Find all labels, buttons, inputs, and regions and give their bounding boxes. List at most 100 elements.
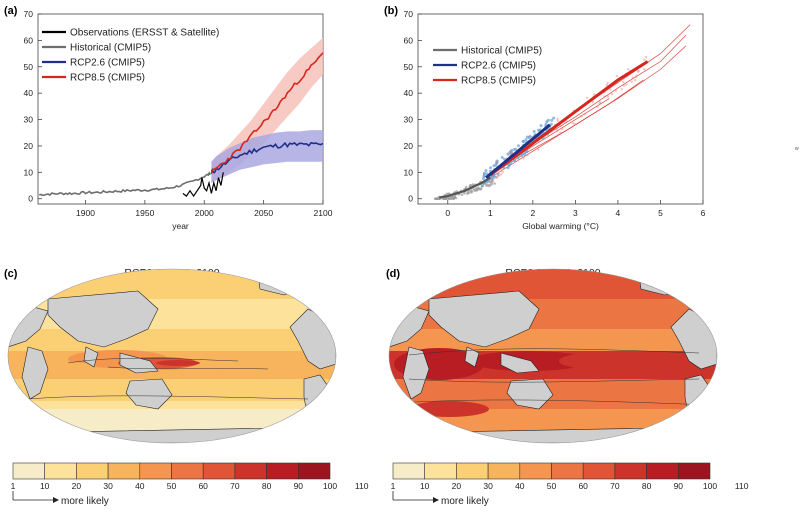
mean-historical <box>439 176 491 199</box>
colorbar-d-arrow-head <box>433 497 439 503</box>
scatter-point-rcp26 <box>523 152 527 156</box>
scatter-point-rcp26 <box>512 159 516 163</box>
panel-label-c: (c) <box>4 268 18 280</box>
panel-label-d: (d) <box>386 268 400 280</box>
chart-a-ytick-label: 60 <box>24 35 34 45</box>
colorbar-c-tick-label: 10 <box>40 481 50 491</box>
colorbar-d-tick-label: 80 <box>642 481 652 491</box>
scatter-point-rcp85 <box>507 151 511 154</box>
chart-a-axes: 0 10 20 30 40 50 60 70 1900 1950 2000 2050 2100 year <box>24 9 333 231</box>
chart-b-axes: 0 10 20 30 40 50 60 70 0 1 2 3 4 5 6 Global warming (°C… <box>404 9 706 231</box>
colorbar-d-caption: more likely <box>441 496 489 507</box>
scatter-point-rcp85 <box>501 170 504 174</box>
mean-rcp26 <box>485 123 551 179</box>
scatter-point-rcp85 <box>556 117 559 121</box>
line-historical <box>39 171 211 197</box>
map-d-band <box>389 379 717 401</box>
panel-label-b: (b) <box>384 5 398 17</box>
scatter-point-rcp85 <box>643 68 646 71</box>
scatter-point-rcp26 <box>482 171 486 175</box>
colorbar-d-tick-label: 10 <box>420 481 430 491</box>
colorbar-c-tick-label: 60 <box>198 481 208 491</box>
colorbar-d-segment <box>519 462 552 480</box>
colorbar-d-segment <box>582 462 616 480</box>
legend-entry: RCP2.6 (CMIP5) <box>70 58 145 69</box>
chart-b-xlabel: Global warming (°C) <box>522 221 599 231</box>
scatter-point-historical <box>460 193 464 196</box>
chart-b-xtick-label: 6 <box>701 208 706 218</box>
scatter-point-rcp85 <box>634 75 638 79</box>
colorbar-c-segment <box>107 462 141 480</box>
scatter-point-rcp85 <box>585 96 589 100</box>
scatter-point-rcp85 <box>615 74 619 78</box>
scatter-point-rcp85 <box>610 92 614 96</box>
scatter-point-rcp85 <box>580 114 583 118</box>
scatter-point-rcp85 <box>556 119 560 122</box>
scatter-point-rcp85 <box>526 154 529 157</box>
map-d-contour <box>408 378 700 383</box>
map-d-land-australia <box>506 378 554 410</box>
scatter-point-rcp85 <box>591 100 595 104</box>
colorbar-d-segment <box>392 462 426 480</box>
scatter-point-rcp26 <box>532 130 536 133</box>
legend-entry: RCP8.5 (CMIP5) <box>461 76 536 87</box>
map-c-contour <box>27 395 309 400</box>
scatter-point-rcp85 <box>559 124 562 128</box>
map-c-contour <box>67 357 239 364</box>
colorbar-d-tick-label: 50 <box>547 481 557 491</box>
map-d-land-maritime-continent <box>500 352 540 374</box>
colorbar-c-tick-label: 40 <box>135 481 145 491</box>
scatter-point-rcp26 <box>546 118 550 122</box>
scatter-point-rcp85 <box>563 121 566 125</box>
scatter-point-rcp26 <box>514 147 518 151</box>
scatter-point-rcp26 <box>524 138 528 142</box>
scatter-point-rcp85 <box>603 95 606 98</box>
scatter-point-rcp85 <box>643 58 646 61</box>
scatter-point-rcp26 <box>480 184 484 188</box>
scatter-point-rcp85 <box>625 83 628 87</box>
legend-entry: RCP8.5 (CMIP5) <box>70 73 145 84</box>
map-c-outline <box>7 268 337 444</box>
chart-a-frame <box>37 13 324 205</box>
colorbar-d-segment <box>646 462 679 480</box>
scatter-point-historical <box>493 182 496 185</box>
scatter-point-rcp85 <box>598 102 601 105</box>
scatter-point-rcp26 <box>482 177 485 181</box>
scatter-point-historical <box>436 197 440 200</box>
scatter-point-rcp26 <box>520 154 524 157</box>
scatter-point-rcp85 <box>605 83 609 87</box>
colorbar-c-segment <box>266 462 299 480</box>
scatter-point-historical <box>445 192 449 196</box>
chart-b-frame <box>417 13 704 205</box>
colorbar-c-tick-label: 1 <box>11 481 16 491</box>
scatter-point-rcp85 <box>644 55 648 59</box>
scatter-point-historical <box>487 184 491 188</box>
scatter-point-rcp26 <box>539 124 543 128</box>
legend-entry: Historical (CMIP5) <box>461 46 542 57</box>
chart-b-ytick-label: 40 <box>404 88 414 98</box>
scatter-point-rcp85 <box>522 157 525 160</box>
scatter-point-rcp26 <box>516 156 520 160</box>
colorbar-c-tick-label: 100 <box>323 481 337 491</box>
colorbar-d-tick-label: 60 <box>578 481 588 491</box>
colorbar-d-segment <box>456 462 489 480</box>
colorbar-d-segment <box>551 462 584 480</box>
map-c-land-australia <box>125 378 173 410</box>
colorbar-c-tick-label: 110 <box>355 481 369 491</box>
colorbar-c-segment <box>202 462 236 480</box>
scatter-point-rcp26 <box>506 166 510 170</box>
scatter-point-rcp85 <box>606 81 609 85</box>
scatter-point-rcp26 <box>489 166 493 170</box>
scatter-point-rcp85 <box>495 175 499 178</box>
scatter-point-rcp26 <box>500 156 504 159</box>
map-c-land-india <box>83 346 99 368</box>
colorbar-c-segment <box>297 462 331 480</box>
scatter-point-rcp85 <box>596 105 599 109</box>
map-c-hotspot <box>38 362 98 376</box>
scatter-point-historical <box>447 197 450 200</box>
stray-mark: w <box>795 146 799 152</box>
chart-b-ytick-label: 0 <box>408 194 413 204</box>
scatter-point-rcp85 <box>633 79 637 82</box>
chart-b-ytick-label: 50 <box>404 62 414 72</box>
chart-b-ytick-label: 70 <box>404 9 414 19</box>
